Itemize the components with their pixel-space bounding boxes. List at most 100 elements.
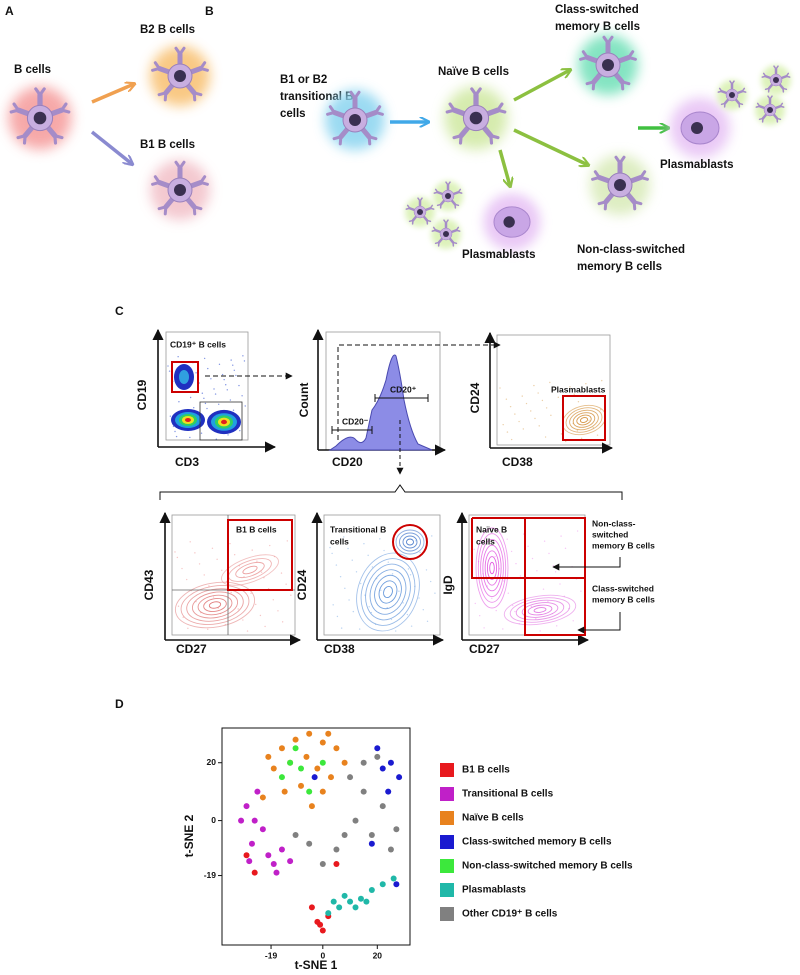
label: A — [5, 4, 14, 18]
label: memory B cells — [555, 21, 640, 33]
contour — [242, 565, 258, 575]
cell-branch — [199, 180, 209, 186]
cell-nucleus — [349, 114, 361, 126]
point — [298, 782, 305, 789]
event-dot — [576, 430, 579, 432]
event-dot — [538, 425, 540, 427]
gate — [471, 517, 586, 636]
label: CD20 — [332, 455, 363, 469]
point — [341, 759, 348, 766]
cell-branch — [434, 241, 440, 245]
event-dot — [360, 582, 362, 585]
label: -19 — [204, 870, 217, 880]
cell — [8, 86, 72, 150]
point — [287, 858, 294, 865]
event-dot — [200, 432, 203, 434]
event-dot — [494, 555, 496, 558]
event-dot — [407, 568, 410, 570]
event-dot — [398, 590, 400, 592]
event-dot — [522, 428, 525, 430]
event-dot — [207, 367, 209, 370]
label: B cells — [14, 64, 51, 76]
event-dot — [242, 355, 244, 357]
label: t-SNE 1 — [295, 958, 338, 972]
contour — [228, 558, 272, 582]
point — [330, 898, 337, 905]
event-dot — [250, 592, 252, 595]
event-dot — [502, 628, 504, 630]
contour — [527, 604, 553, 616]
event-dot — [535, 618, 537, 620]
event-dot — [530, 410, 532, 412]
event-dot — [557, 396, 559, 399]
event-dot — [370, 611, 373, 614]
event-dot — [193, 407, 195, 409]
cell-branch — [178, 46, 186, 56]
event-dot — [410, 625, 413, 627]
event-dot — [491, 597, 493, 600]
event-dot — [244, 405, 246, 407]
point — [298, 765, 305, 772]
event-dot — [332, 604, 334, 606]
histogram — [328, 354, 433, 451]
label: CD19 — [135, 379, 149, 410]
point — [308, 904, 315, 911]
point — [308, 803, 315, 810]
contour — [402, 535, 418, 549]
event-dot — [226, 389, 228, 391]
label: memory B cells — [577, 261, 662, 273]
event-dot — [512, 604, 514, 607]
event-dot — [406, 613, 409, 616]
cell-branch — [627, 55, 637, 61]
point — [360, 759, 367, 766]
cell-branch — [419, 197, 423, 202]
event-dot — [225, 384, 227, 386]
event-dot — [189, 436, 191, 439]
event-dot — [232, 409, 235, 411]
event-dot — [336, 615, 339, 618]
point — [360, 788, 367, 795]
label: Non-class-switched — [577, 244, 685, 256]
label: CD24 — [295, 569, 309, 600]
contour — [475, 527, 509, 609]
event-dot — [506, 538, 508, 540]
contour — [399, 532, 421, 552]
event-dot — [390, 618, 393, 621]
label: Other CD19⁺ B cells — [462, 909, 558, 920]
contour — [482, 544, 502, 592]
cell-branch — [332, 135, 343, 141]
point — [336, 904, 343, 911]
event-dot — [168, 370, 171, 372]
plot-frame — [221, 727, 411, 946]
event-dot — [554, 571, 557, 573]
point — [319, 788, 326, 795]
contour — [186, 588, 244, 622]
cell-branch — [157, 205, 168, 211]
cell-branch — [452, 134, 463, 140]
point — [259, 826, 266, 833]
event-dot — [198, 563, 201, 565]
event-dot — [525, 402, 528, 405]
label: CD20⁻ — [342, 416, 369, 426]
event-dot — [213, 388, 215, 390]
event-dot — [576, 530, 579, 532]
cell-branch — [618, 155, 626, 165]
cell-branch — [457, 191, 463, 194]
cell-branch — [597, 200, 608, 206]
cell-branch — [581, 50, 589, 59]
cell-branch — [764, 87, 770, 91]
cell-branch — [60, 108, 71, 114]
label: CD43 — [142, 569, 156, 600]
label: CD24 — [468, 382, 482, 413]
event-dot — [391, 573, 394, 575]
cell-nucleus — [174, 70, 186, 82]
event-dot — [203, 397, 205, 400]
event-dot — [473, 548, 475, 551]
point — [352, 904, 359, 911]
event-dot — [176, 556, 179, 559]
contour — [203, 598, 227, 612]
contour — [579, 417, 589, 423]
event-dot — [347, 547, 349, 550]
event-dot — [225, 580, 228, 583]
